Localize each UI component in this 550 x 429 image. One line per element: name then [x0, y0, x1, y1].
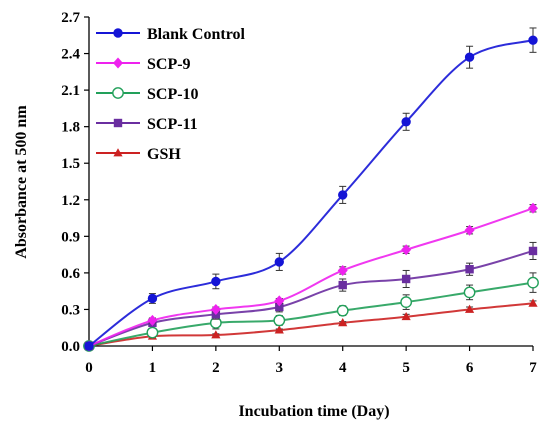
data-point	[465, 265, 474, 274]
x-tick-label: 3	[276, 360, 284, 376]
y-tick-label: 2.4	[61, 47, 80, 63]
legend-label: SCP-10	[147, 86, 199, 103]
data-point	[463, 286, 476, 299]
legend-item: SCP-10	[96, 86, 199, 103]
y-tick-label: 1.2	[61, 193, 80, 209]
data-point	[401, 311, 411, 321]
data-point	[528, 246, 538, 256]
legend-marker	[113, 57, 123, 69]
data-point	[464, 304, 475, 313]
y-tick-label: 1.8	[61, 120, 80, 136]
data-point	[274, 257, 284, 267]
series-line	[88, 39, 534, 347]
legend-item: Blank Control	[96, 26, 246, 43]
data-point	[275, 302, 284, 312]
y-tick-label: 2.1	[61, 83, 80, 99]
y-tick-label: 2.7	[61, 10, 80, 26]
x-axis-title: Incubation time (Day)	[238, 403, 389, 420]
data-point	[528, 298, 538, 307]
legend-item: SCP-9	[96, 56, 191, 73]
x-tick-label: 0	[85, 360, 93, 376]
data-point	[336, 304, 349, 317]
series-layer	[83, 27, 539, 352]
data-point	[528, 35, 538, 45]
data-point	[401, 117, 411, 127]
legend-marker	[113, 148, 123, 157]
legend-item: SCP-11	[96, 116, 198, 133]
data-point	[84, 341, 94, 351]
data-point	[464, 52, 475, 62]
series-line	[88, 207, 534, 347]
data-point	[401, 244, 412, 256]
y-tick-label: 0.0	[61, 339, 80, 355]
x-tick-label: 1	[149, 360, 157, 376]
y-tick-label: 0.3	[61, 302, 80, 318]
x-tick-label: 4	[339, 360, 347, 376]
x-tick-label: 5	[402, 360, 410, 376]
x-tick-label: 2	[212, 360, 220, 376]
data-point	[146, 326, 159, 339]
data-point	[338, 190, 348, 200]
y-axis-title: Absorbance at 500 nm	[13, 105, 30, 259]
data-point	[338, 318, 348, 327]
data-point	[464, 224, 475, 236]
legend-label: SCP-11	[147, 116, 198, 133]
legend-label: SCP-9	[147, 56, 191, 73]
legend-item: GSH	[96, 146, 181, 163]
data-point	[273, 314, 286, 327]
data-point	[211, 330, 221, 339]
data-point	[337, 264, 348, 276]
y-tick-label: 1.5	[61, 156, 80, 172]
legend-marker	[113, 118, 123, 128]
plot-area: 0.0 0.3 0.6 0.9 1.2 1.5 1.8 2.1 2.4 2.7 0 1 2 3 4 5 6 7	[61, 10, 537, 376]
y-tick-label: 0.9	[61, 229, 80, 245]
data-point	[274, 295, 285, 307]
legend-marker	[113, 28, 123, 38]
data-point	[274, 325, 284, 334]
data-point	[210, 303, 221, 315]
legend-marker	[112, 87, 124, 99]
legend-label: Blank Control	[147, 26, 246, 43]
data-point	[211, 276, 221, 287]
x-tick-label: 7	[529, 360, 537, 376]
data-point	[338, 280, 347, 290]
legend-label: GSH	[147, 146, 181, 163]
data-point	[400, 296, 413, 309]
legend: Blank Control SCP-9 SCP-10 SCP-11 GSH	[96, 26, 246, 163]
data-point	[147, 293, 158, 304]
series-0	[84, 27, 538, 351]
y-tick-label: 0.6	[61, 266, 80, 282]
data-point	[401, 274, 411, 284]
series-line	[88, 249, 534, 347]
data-point	[147, 314, 158, 326]
data-point	[527, 276, 539, 289]
x-tick-label: 6	[466, 360, 474, 376]
data-point	[528, 202, 538, 214]
